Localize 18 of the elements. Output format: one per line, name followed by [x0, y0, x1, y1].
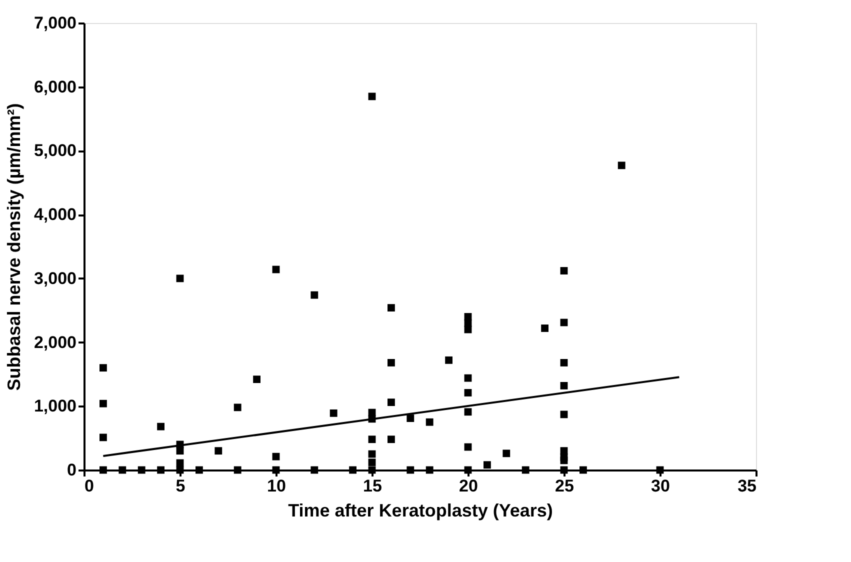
y-tick-label: 2,000	[34, 332, 76, 352]
x-tick-label: 20	[459, 476, 478, 496]
x-tick-label: 5	[176, 476, 186, 496]
y-tick-label: 4,000	[34, 205, 76, 224]
y-tick-label: 6,000	[34, 77, 76, 96]
x-tick-label: 25	[555, 476, 574, 496]
x-tick-label: 15	[363, 476, 382, 496]
y-tick-label: 5,000	[34, 141, 76, 160]
x-tick-label: 0	[84, 476, 94, 496]
y-axis-title: Subbasal nerve density (µm/mm²)	[4, 103, 24, 391]
y-tick-label: 0	[67, 460, 76, 480]
x-axis-title: Time after Keratoplasty (Years)	[288, 500, 553, 520]
x-tick-label: 30	[651, 476, 670, 496]
y-tick-label: 3,000	[34, 268, 76, 288]
x-tick-label: 35	[738, 476, 756, 496]
y-tick-label: 7,000	[34, 14, 76, 32]
y-tick-label: 1,000	[34, 396, 76, 416]
x-tick-label: 10	[267, 476, 286, 496]
